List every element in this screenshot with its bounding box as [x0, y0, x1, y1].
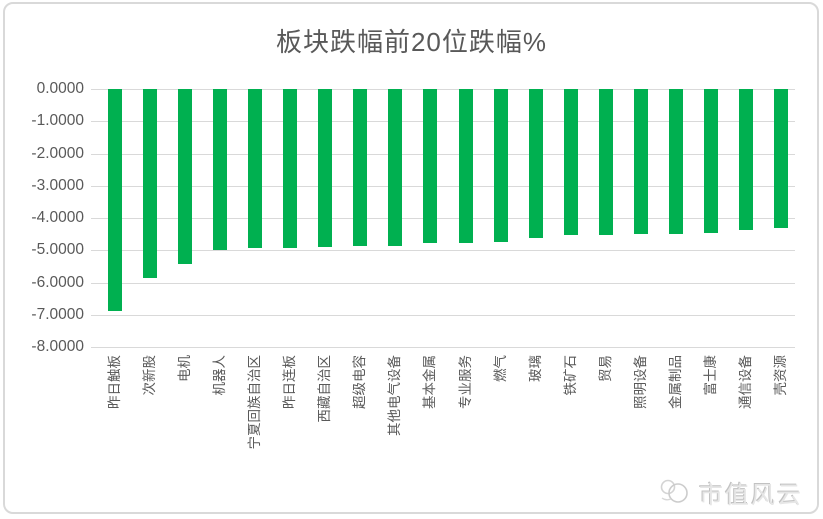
y-axis-tick-label: -2.0000 [31, 144, 84, 162]
bar [493, 89, 508, 242]
bar [458, 89, 473, 243]
bar [143, 89, 158, 278]
bar [563, 89, 578, 236]
chart-frame [3, 2, 819, 514]
x-axis-category-label: 西藏自治区 [317, 355, 333, 423]
bar [108, 89, 122, 311]
x-axis-category-label: 其他电气设备 [387, 355, 403, 436]
x-axis-category-label: 次新股 [142, 355, 158, 396]
y-axis-tick-label: -6.0000 [31, 273, 84, 291]
chart-title: 板块跌幅前20位跌幅% [275, 27, 548, 57]
gridline [91, 153, 795, 155]
x-axis-category-label: 铁矿石 [562, 355, 578, 396]
y-axis-tick-label: 0.0000 [36, 80, 84, 97]
bar [353, 89, 368, 247]
watermark-logo-icon [659, 478, 693, 506]
bar [773, 89, 788, 229]
bar [178, 89, 193, 265]
x-axis-category-label: 超级电容 [352, 355, 368, 409]
gridline [91, 121, 795, 123]
x-axis-category-label: 电机 [177, 355, 193, 382]
bar [528, 89, 543, 238]
y-axis-tick-label: -8.0000 [31, 338, 84, 355]
gridline [91, 314, 795, 316]
y-axis-tick-label: -5.0000 [31, 241, 84, 259]
x-axis-category-label: 富士康 [702, 355, 718, 396]
bar [738, 89, 753, 231]
x-axis-category-label: 机器人 [212, 355, 228, 396]
x-axis-category-label: 照明设备 [632, 355, 648, 409]
x-axis-category-label: 通信设备 [737, 355, 753, 409]
x-axis-category-label: 宁夏回族自治区 [247, 355, 263, 450]
gridline [91, 218, 795, 219]
bar [283, 89, 298, 248]
gridline [91, 347, 795, 348]
y-axis-tick-label: -3.0000 [31, 176, 84, 194]
bar [388, 89, 403, 246]
x-axis-category-label: 燃气 [492, 355, 508, 382]
x-axis-category-label: 昨日连板 [282, 355, 298, 409]
bar [633, 89, 648, 235]
gridline [91, 89, 795, 90]
gridline [91, 185, 795, 187]
bar [213, 89, 228, 251]
bar [423, 89, 438, 244]
x-axis-category-label: 基本金属 [422, 355, 438, 409]
x-axis-category-label: 玻璃 [527, 355, 543, 382]
bar [598, 89, 613, 235]
x-axis-category-label: 昨日触板 [107, 355, 122, 409]
x-axis-category-label: 金属制品 [667, 355, 683, 409]
bar [318, 89, 333, 248]
watermark: 市值风云 [659, 475, 803, 509]
gridline [91, 250, 795, 252]
y-axis-tick-label: -4.0000 [31, 209, 84, 226]
gridline [91, 282, 795, 284]
bar [248, 89, 263, 248]
y-axis-tick-label: -1.0000 [31, 112, 84, 130]
watermark-text: 市值风云 [699, 481, 803, 509]
x-axis-category-label: 贸易 [597, 355, 613, 382]
bar [668, 89, 683, 235]
bar [703, 89, 718, 233]
x-axis-category-label: 壳资源 [772, 355, 788, 396]
x-axis-category-label: 专业服务 [457, 355, 473, 409]
y-axis-tick-label: -7.0000 [31, 305, 84, 323]
